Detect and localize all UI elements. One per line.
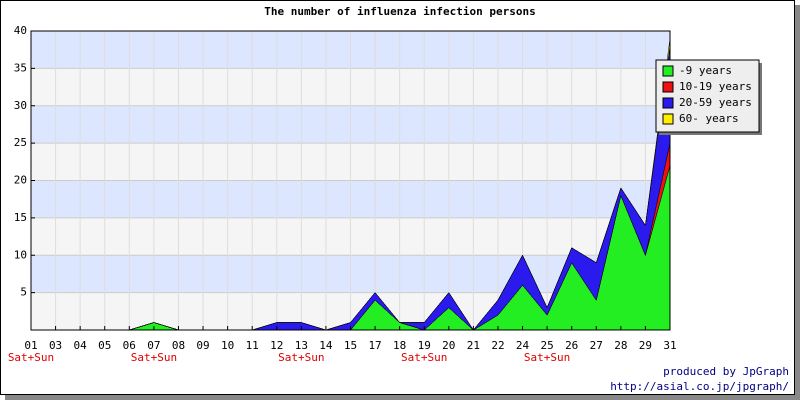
x-tick-label: 29 — [639, 339, 652, 352]
x-tick-label: 27 — [590, 339, 603, 352]
x-tick-label: 24 — [516, 339, 530, 352]
x-sublabel: Sat+Sun — [131, 351, 177, 364]
x-tick-label: 21 — [467, 339, 480, 352]
y-tick-label: 5 — [20, 286, 27, 299]
x-tick-label: 15 — [344, 339, 357, 352]
x-tick-label: 05 — [98, 339, 111, 352]
footer-text: produced by JpGraph — [663, 365, 789, 378]
y-tick-label: 10 — [14, 248, 27, 261]
x-sublabel: Sat+Sun — [401, 351, 447, 364]
x-tick-label: 26 — [565, 339, 578, 352]
x-tick-label: 20 — [442, 339, 455, 352]
x-tick-label: 14 — [319, 339, 333, 352]
legend-swatch — [662, 65, 674, 77]
x-tick-label: 19 — [418, 339, 431, 352]
x-tick-label: 01 — [24, 339, 37, 352]
y-tick-label: 25 — [14, 136, 27, 149]
legend-swatch — [662, 81, 674, 93]
x-tick-label: 25 — [540, 339, 553, 352]
legend-label: 10-19 years — [679, 80, 752, 93]
x-tick-label: 11 — [246, 339, 259, 352]
x-tick-label: 10 — [221, 339, 234, 352]
x-tick-label: 18 — [393, 339, 406, 352]
y-tick-label: 30 — [14, 99, 27, 112]
y-tick-label: 40 — [14, 24, 27, 37]
legend-swatch — [662, 97, 674, 109]
x-tick-label: 08 — [172, 339, 185, 352]
y-tick-label: 15 — [14, 211, 27, 224]
x-tick-label: 07 — [147, 339, 160, 352]
x-tick-label: 09 — [196, 339, 209, 352]
legend-label: 20-59 years — [679, 96, 752, 109]
legend-swatch — [662, 113, 674, 125]
x-tick-label: 04 — [74, 339, 88, 352]
x-sublabel: Sat+Sun — [278, 351, 324, 364]
x-tick-label: 06 — [123, 339, 136, 352]
x-tick-label: 12 — [270, 339, 283, 352]
footer-text: http://asial.co.jp/jpgraph/ — [610, 380, 789, 393]
x-sublabel: Sat+Sun — [8, 351, 54, 364]
legend-label: 60- years — [679, 112, 739, 125]
x-tick-label: 22 — [491, 339, 504, 352]
legend-label: -9 years — [679, 64, 732, 77]
x-tick-label: 31 — [663, 339, 676, 352]
x-sublabel: Sat+Sun — [524, 351, 570, 364]
x-tick-label: 17 — [368, 339, 381, 352]
y-tick-label: 20 — [14, 174, 27, 187]
x-tick-label: 28 — [614, 339, 627, 352]
chart-title: The number of influenza infection person… — [264, 5, 536, 18]
x-tick-label: 03 — [49, 339, 62, 352]
x-tick-label: 13 — [295, 339, 308, 352]
y-tick-label: 35 — [14, 61, 27, 74]
